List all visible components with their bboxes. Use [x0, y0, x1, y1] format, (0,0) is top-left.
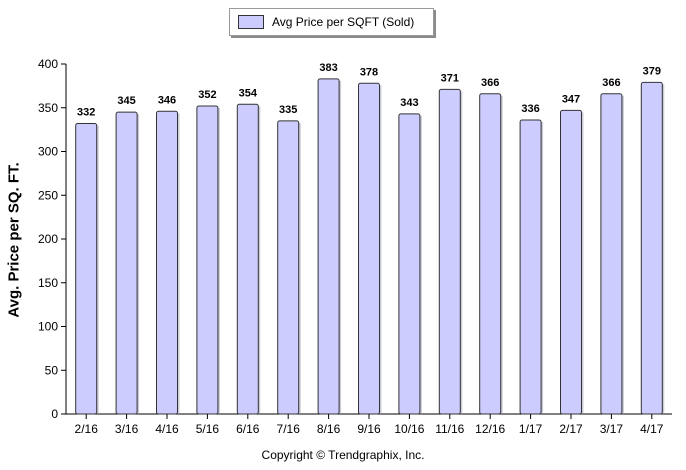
data-label: 335 [279, 104, 297, 116]
data-label: 383 [319, 62, 337, 74]
data-label: 371 [441, 72, 459, 84]
bar [358, 82, 380, 415]
bar [115, 111, 138, 415]
y-tick-label: 350 [38, 101, 58, 115]
bar [479, 93, 502, 415]
bar [600, 93, 623, 415]
y-tick-label: 250 [38, 188, 58, 202]
data-label: 332 [77, 107, 95, 119]
y-tick-label: 300 [38, 145, 58, 159]
y-tick-label: 400 [38, 57, 58, 71]
x-tick-label: 1/17 [519, 422, 543, 436]
bar [560, 109, 582, 415]
y-tick-label: 150 [38, 276, 58, 290]
x-tick-label: 4/16 [155, 422, 179, 436]
x-tick-label: 9/16 [357, 422, 381, 436]
data-label: 343 [400, 97, 418, 109]
x-tick-label: 4/17 [640, 422, 664, 436]
y-tick-label: 50 [45, 363, 59, 377]
x-tick-label: 2/16 [75, 422, 99, 436]
data-label: 378 [360, 66, 378, 78]
data-label: 366 [602, 77, 620, 89]
bar [640, 81, 663, 415]
bar [519, 119, 542, 415]
x-tick-label: 3/17 [600, 422, 624, 436]
y-tick-label: 0 [51, 407, 58, 421]
x-tick-label: 7/16 [277, 422, 301, 436]
x-tick-label: 12/16 [475, 422, 505, 436]
bar [236, 103, 259, 415]
data-label: 345 [117, 95, 135, 107]
y-tick-label: 200 [38, 232, 58, 246]
data-label: 352 [198, 89, 216, 101]
bar [75, 123, 98, 415]
bar [317, 78, 340, 415]
data-label: 336 [521, 103, 539, 115]
x-tick-label: 8/16 [317, 422, 341, 436]
x-tick-label: 11/16 [435, 422, 464, 436]
legend-label: Avg Price per SQFT (Sold) [272, 15, 415, 29]
legend: Avg Price per SQFT (Sold) [229, 8, 434, 36]
bar [196, 105, 219, 415]
x-tick-label: 10/16 [394, 422, 424, 436]
bar [438, 88, 461, 415]
legend-swatch [238, 15, 264, 29]
data-label: 346 [158, 94, 176, 106]
bar [398, 113, 421, 415]
x-tick-label: 2/17 [559, 422, 583, 436]
x-tick-label: 6/16 [236, 422, 260, 436]
data-label: 379 [643, 65, 661, 77]
data-label: 366 [481, 77, 499, 89]
x-tick-label: 3/16 [115, 422, 139, 436]
data-label: 354 [239, 87, 258, 99]
bar [277, 120, 300, 415]
y-tick-label: 100 [38, 320, 58, 334]
copyright: Copyright © Trendgraphix, Inc. [261, 448, 425, 462]
bar [156, 110, 178, 415]
data-label: 347 [562, 93, 580, 105]
x-tick-label: 5/16 [196, 422, 220, 436]
